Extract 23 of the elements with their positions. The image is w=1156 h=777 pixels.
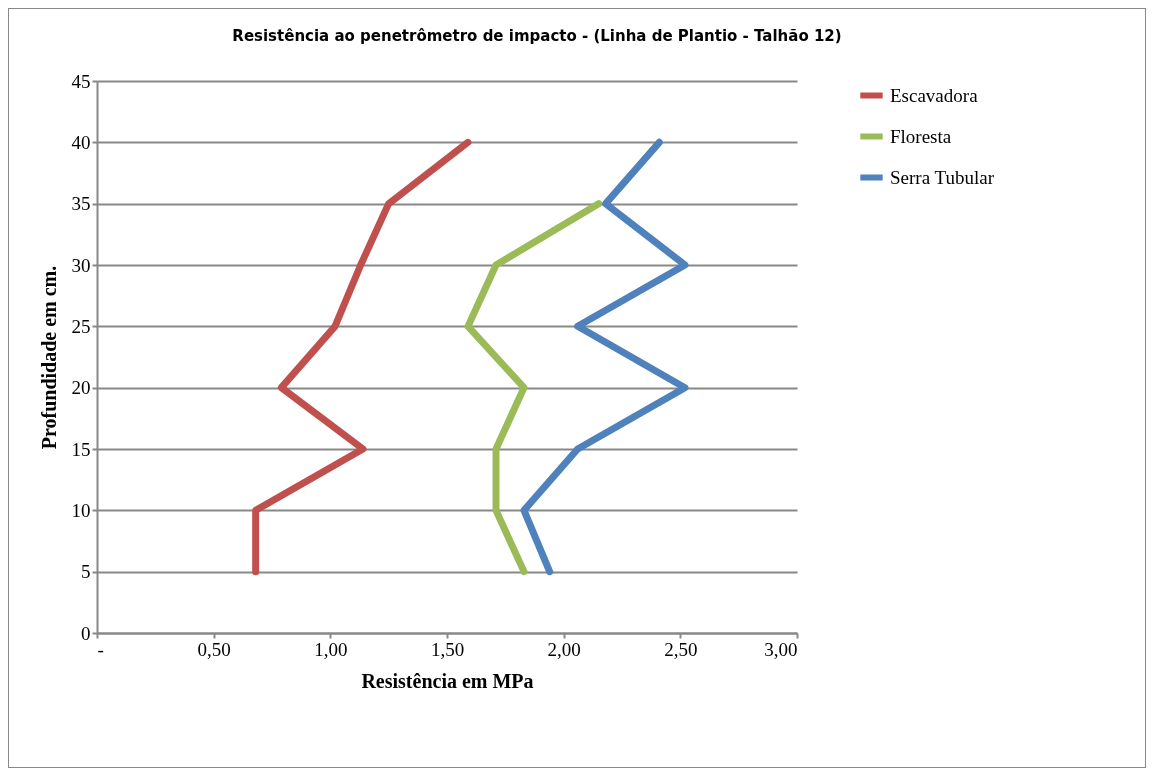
x-tick-label: 3,00 (764, 638, 798, 660)
x-axis-title: Resistência em MPa (361, 669, 534, 692)
legend-label: Escavadora (890, 84, 979, 106)
y-tick-label: 20 (71, 377, 91, 399)
y-tick-label: 0 (81, 622, 91, 644)
x-tick-label: 2,50 (664, 638, 698, 660)
x-tick-label: - (97, 638, 104, 660)
x-tick-label: 1,00 (314, 638, 348, 660)
x-tick-label: 2,00 (547, 638, 581, 660)
y-tick-label: 25 (71, 315, 91, 337)
y-tick-label: 5 (81, 561, 91, 583)
x-tick-label: 1,50 (430, 638, 465, 660)
y-axis-title: Profundidade em cm. (37, 265, 60, 450)
y-tick-label: 30 (71, 254, 91, 276)
y-tick-label: 35 (71, 193, 91, 215)
legend-label: Floresta (890, 125, 952, 147)
y-tick-label: 40 (71, 131, 91, 153)
x-tick-label: 0,50 (197, 638, 231, 660)
y-tick-label: 45 (71, 70, 91, 92)
y-tick-label: 10 (71, 499, 91, 521)
legend-label: Serra Tubular (890, 166, 995, 188)
y-tick-label: 15 (71, 438, 91, 460)
chart-title: Resistência ao penetrômetro de impacto - (Linha de Plantio - Talhão 12) (232, 27, 842, 45)
